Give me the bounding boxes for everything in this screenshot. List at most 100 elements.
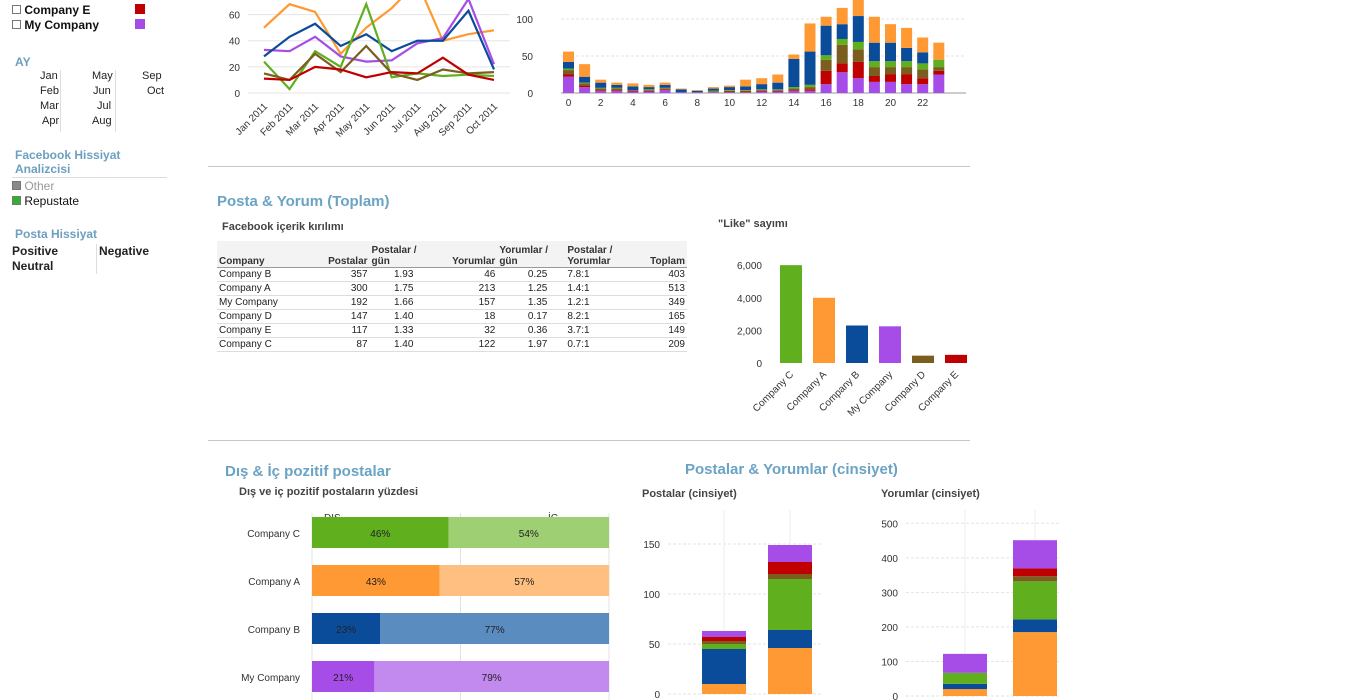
month-item[interactable]: Sep	[142, 70, 162, 82]
bar-segment	[820, 55, 832, 60]
bar-segment	[772, 89, 784, 91]
bar-segment	[901, 84, 913, 93]
month-item[interactable]: Mar	[40, 100, 59, 112]
col-header[interactable]: Toplam	[639, 241, 687, 268]
table-row[interactable]: My Company 192 1.66 157 1.35 1.2:1 349	[217, 295, 687, 310]
company-filter-e[interactable]: Company E	[12, 3, 90, 17]
table-cell: Company A	[217, 281, 312, 296]
table-row[interactable]: Company B 357 1.93 46 0.25 7.8:1 403	[217, 267, 687, 282]
bar-segment	[772, 90, 784, 92]
bar-segment	[836, 63, 848, 73]
bar-segment	[852, 41, 864, 50]
bar-segment	[595, 88, 607, 91]
divider	[208, 440, 970, 441]
table-row[interactable]: Company A 300 1.75 213 1.25 1.4:1 513	[217, 281, 687, 296]
series-line	[263, 44, 495, 82]
table-cell: 1.33	[369, 323, 434, 338]
col-header[interactable]: Postalar / gün	[369, 241, 434, 268]
sentiment-negative[interactable]: Negative	[99, 244, 150, 258]
month-item[interactable]: Aug	[92, 115, 112, 127]
table-row[interactable]: Company E 117 1.33 32 0.36 3.7:1 149	[217, 323, 687, 338]
table-row[interactable]: Company D 147 1.40 18 0.17 8.2:1 165	[217, 309, 687, 324]
checkbox[interactable]	[12, 196, 21, 205]
value-label: 21%	[333, 673, 353, 684]
like-bar	[846, 325, 868, 363]
table-cell: 8.2:1	[565, 309, 640, 324]
x-tick-label: 14	[788, 98, 800, 109]
bar-segment	[595, 90, 607, 93]
bar-segment	[756, 89, 768, 91]
sentiment-positive[interactable]: Positive	[12, 244, 59, 258]
posts-gender-title: Postalar (cinsiyet)	[642, 488, 737, 500]
company-color-swatch	[135, 4, 145, 14]
category-label: My Company	[241, 673, 300, 684]
bar-segment	[868, 81, 880, 93]
checkbox[interactable]	[12, 181, 21, 190]
fb-option-other[interactable]: Other	[12, 179, 54, 193]
x-tick-label: 20	[885, 98, 897, 109]
bar-segment	[643, 91, 655, 93]
table-row[interactable]: Company C 87 1.40 122 1.97 0.7:1 209	[217, 337, 687, 352]
table-cell: 1.4:1	[565, 281, 640, 296]
content-table: Company Postalar Postalar / gün Yorumlar…	[217, 241, 687, 352]
company-color-swatch	[135, 19, 145, 29]
table-cell: 87	[311, 337, 370, 352]
y-tick-label: 0	[892, 692, 898, 700]
like-bar	[813, 297, 835, 363]
bar-segment	[702, 644, 746, 649]
series-line	[263, 0, 495, 56]
fb-option-repustate[interactable]: Repustate	[12, 194, 79, 208]
col-header[interactable]: Postalar / Yorumlar	[565, 241, 640, 268]
bar-segment	[820, 70, 832, 85]
col-header[interactable]: Yorumlar / gün	[497, 241, 566, 268]
bar-segment	[868, 75, 880, 82]
category-label: Company C	[247, 529, 300, 540]
like-bar	[945, 354, 967, 363]
comments-gender-title: Yorumlar (cinsiyet)	[881, 488, 980, 500]
checkbox[interactable]	[12, 20, 21, 29]
bar-segment	[611, 90, 623, 93]
x-tick-label: 0	[566, 98, 572, 109]
table-cell: 0.17	[497, 309, 566, 324]
company-filter-my[interactable]: My Company	[12, 18, 99, 32]
col-header[interactable]: Postalar	[311, 241, 370, 268]
divider	[208, 166, 970, 167]
bar-segment	[868, 67, 880, 76]
table-cell: 513	[639, 281, 687, 296]
checkbox[interactable]	[12, 5, 21, 14]
dis-ic-subtitle: Dış ve iç pozitif postaların yüzdesi	[239, 486, 419, 498]
month-item[interactable]: Apr	[42, 115, 60, 127]
ic-bar	[448, 517, 609, 548]
bar-segment	[724, 92, 735, 93]
bar-segment	[1013, 576, 1057, 582]
x-tick-label: 2	[598, 98, 604, 109]
month-item[interactable]: Jul	[97, 100, 112, 112]
table-cell: 1.2:1	[565, 295, 640, 310]
value-label: 79%	[482, 673, 502, 684]
series-line	[263, 56, 495, 82]
bar-segment	[836, 7, 848, 25]
dis-bar	[312, 565, 440, 596]
ic-bar	[380, 613, 609, 644]
y-tick-label: 4,000	[737, 294, 762, 305]
sentiment-neutral[interactable]: Neutral	[12, 259, 54, 273]
bar-segment	[772, 74, 784, 83]
month-item[interactable]: Jun	[93, 85, 111, 97]
bar-segment	[611, 90, 623, 91]
bar-segment	[852, 0, 864, 17]
month-item[interactable]: Jan	[40, 70, 58, 82]
col-header[interactable]: Company	[217, 241, 312, 268]
month-item[interactable]: May	[92, 70, 113, 82]
table-cell: 157	[433, 295, 498, 310]
table-cell: Company C	[217, 337, 312, 352]
month-listbox[interactable]: Jan Feb Mar Apr May Jun Jul Aug Sep Oct	[20, 70, 170, 132]
value-label: 77%	[485, 625, 505, 636]
dis-bar	[312, 613, 381, 644]
value-label: 23%	[336, 625, 356, 636]
col-header[interactable]: Yorumlar	[433, 241, 498, 268]
table-cell: 192	[311, 295, 370, 310]
month-item[interactable]: Feb	[40, 85, 59, 97]
bar-segment	[579, 64, 591, 77]
month-item[interactable]: Oct	[147, 85, 165, 97]
